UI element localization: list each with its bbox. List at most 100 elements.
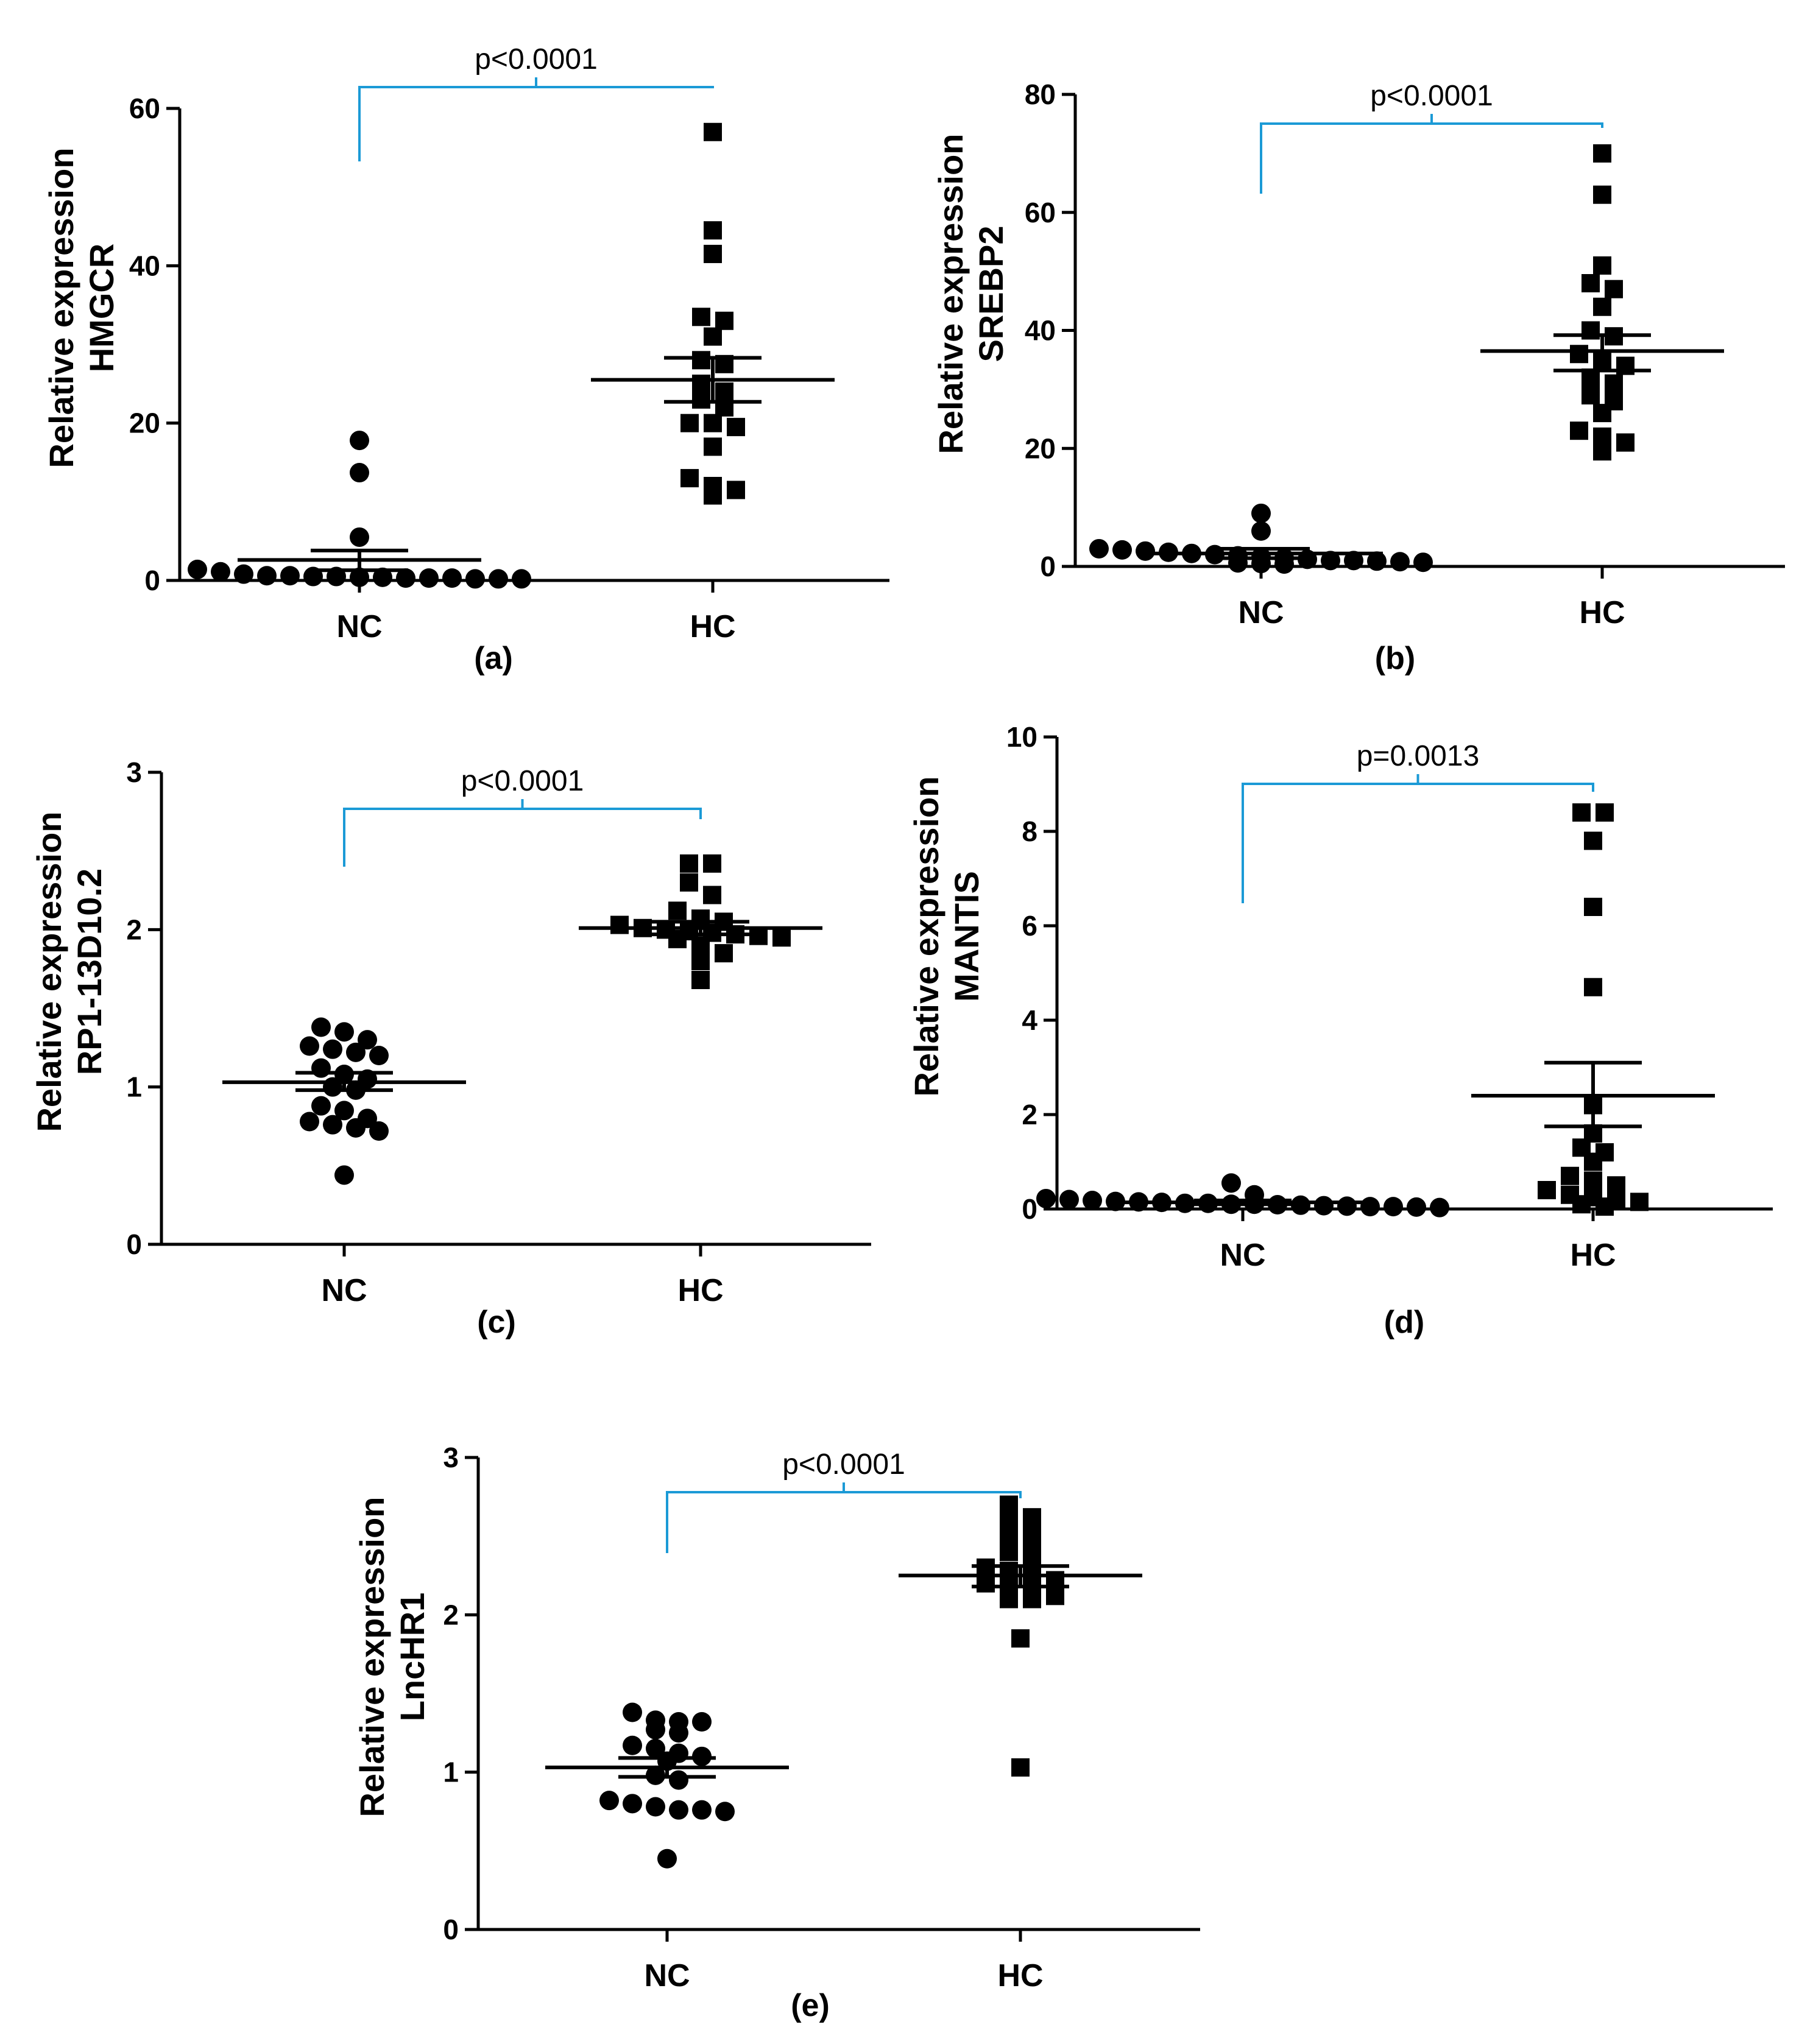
x-tick-label: NC: [644, 1958, 690, 1993]
data-point-nc: [334, 1101, 354, 1121]
data-point-nc: [323, 1077, 342, 1097]
data-point-hc: [704, 486, 722, 505]
data-point-nc: [323, 1039, 342, 1059]
y-tick-label: 20: [1025, 432, 1056, 464]
panel-c: 0 1 2 3 NC HC Relative expression RP1-13D10.2 p<…: [30, 756, 871, 1340]
panel-label: (b): [1375, 641, 1415, 676]
data-point-nc: [465, 569, 485, 589]
data-point-nc: [350, 463, 369, 483]
x-tick-label: NC: [336, 609, 382, 644]
data-point-nc: [1228, 553, 1248, 573]
data-point-nc: [311, 1096, 331, 1116]
data-point-nc: [280, 566, 300, 586]
significance-bracket: [1260, 122, 1603, 194]
data-point-nc: [346, 1118, 366, 1138]
data-point-hc: [1046, 1587, 1064, 1605]
data-point-hc: [1000, 1527, 1018, 1546]
data-point-hc: [1630, 1193, 1649, 1211]
data-point-hc: [1023, 1535, 1041, 1554]
significance-bracket: [358, 86, 714, 161]
data-point-hc: [1593, 297, 1611, 316]
significance-bracket: [343, 808, 702, 867]
data-point-hc: [715, 382, 733, 401]
y-tick-label: 2: [443, 1599, 459, 1630]
data-point-hc: [1000, 1495, 1018, 1514]
data-point-nc: [1390, 552, 1410, 572]
data-point-nc: [669, 1770, 688, 1790]
data-point-hc: [692, 308, 710, 326]
y-axis-label: Relative expression: [907, 776, 945, 1096]
data-point-hc: [772, 928, 791, 947]
data-point-nc: [369, 1121, 389, 1141]
y-tick-label: 6: [1022, 910, 1037, 942]
y-axis-label-gene: RP1-13D10.2: [70, 869, 108, 1075]
y-tick-label: 40: [1025, 315, 1056, 347]
data-point-hc: [704, 244, 722, 263]
data-point-hc: [715, 944, 733, 963]
data-point-hc: [680, 414, 699, 432]
data-point-hc: [1000, 1511, 1018, 1530]
data-point-hc: [1572, 803, 1591, 822]
data-point-nc: [669, 1723, 688, 1743]
x-tick-label: NC: [1238, 595, 1284, 630]
p-value-annotation: p=0.0013: [1357, 740, 1480, 772]
x-tick-label: HC: [997, 1958, 1043, 1993]
data-point-nc: [1360, 1197, 1380, 1217]
data-point-nc: [692, 1712, 712, 1732]
y-tick-label: 0: [126, 1228, 142, 1260]
data-point-hc: [715, 311, 733, 330]
y-tick-label: 80: [1025, 79, 1056, 110]
data-point-hc: [703, 854, 721, 873]
data-point-nc: [1413, 552, 1433, 573]
data-point-nc: [599, 1791, 619, 1811]
y-tick-label: 2: [126, 914, 142, 945]
data-point-nc: [692, 1800, 712, 1820]
data-point-hc: [1011, 1629, 1030, 1648]
data-point-hc: [1596, 1197, 1614, 1216]
x-tick-label: HC: [1570, 1238, 1616, 1273]
data-point-nc: [623, 1702, 642, 1722]
data-point-hc: [1011, 1758, 1030, 1777]
data-point-hc: [703, 886, 721, 904]
y-axis-label-gene: SREBP2: [972, 225, 1010, 362]
data-point-nc: [1291, 1195, 1310, 1215]
significance-bracket: [666, 1491, 1022, 1553]
data-point-hc: [680, 469, 699, 488]
data-point-hc: [1596, 803, 1614, 822]
data-point-nc: [489, 569, 508, 589]
data-point-hc: [610, 915, 629, 934]
data-point-nc: [1384, 1197, 1403, 1217]
data-point-nc: [396, 568, 415, 588]
y-tick-label: 1: [126, 1071, 142, 1103]
data-point-hc: [727, 418, 745, 437]
y-tick-label: 4: [1022, 1004, 1037, 1036]
data-point-nc: [1337, 1196, 1357, 1216]
data-point-nc: [1089, 538, 1109, 559]
data-point-hc: [1572, 1195, 1591, 1214]
data-point-hc: [1000, 1543, 1018, 1561]
data-point-nc: [334, 1165, 354, 1185]
data-point-hc: [1561, 1166, 1579, 1185]
data-point-hc: [1593, 185, 1611, 204]
data-point-hc: [1605, 374, 1623, 393]
data-point-nc: [311, 1017, 331, 1037]
data-point-hc: [704, 327, 722, 346]
data-point-nc: [323, 1115, 342, 1135]
data-point-hc: [1616, 433, 1635, 452]
data-point-nc: [646, 1797, 665, 1817]
data-point-nc: [1407, 1197, 1426, 1217]
p-value-annotation: p<0.0001: [1370, 80, 1493, 112]
data-point-nc: [1251, 521, 1271, 541]
data-point-nc: [188, 559, 207, 579]
data-point-hc: [691, 936, 710, 955]
data-point-hc: [727, 481, 745, 499]
data-point-hc: [704, 414, 722, 432]
data-point-nc: [646, 1719, 665, 1739]
data-point-nc: [1136, 541, 1155, 561]
data-point-hc: [1584, 898, 1602, 916]
p-value-annotation: p<0.0001: [461, 765, 584, 797]
data-point-hc: [1584, 831, 1602, 850]
data-point-hc: [1582, 274, 1600, 292]
data-point-nc: [669, 1800, 688, 1820]
data-point-nc: [646, 1738, 665, 1758]
